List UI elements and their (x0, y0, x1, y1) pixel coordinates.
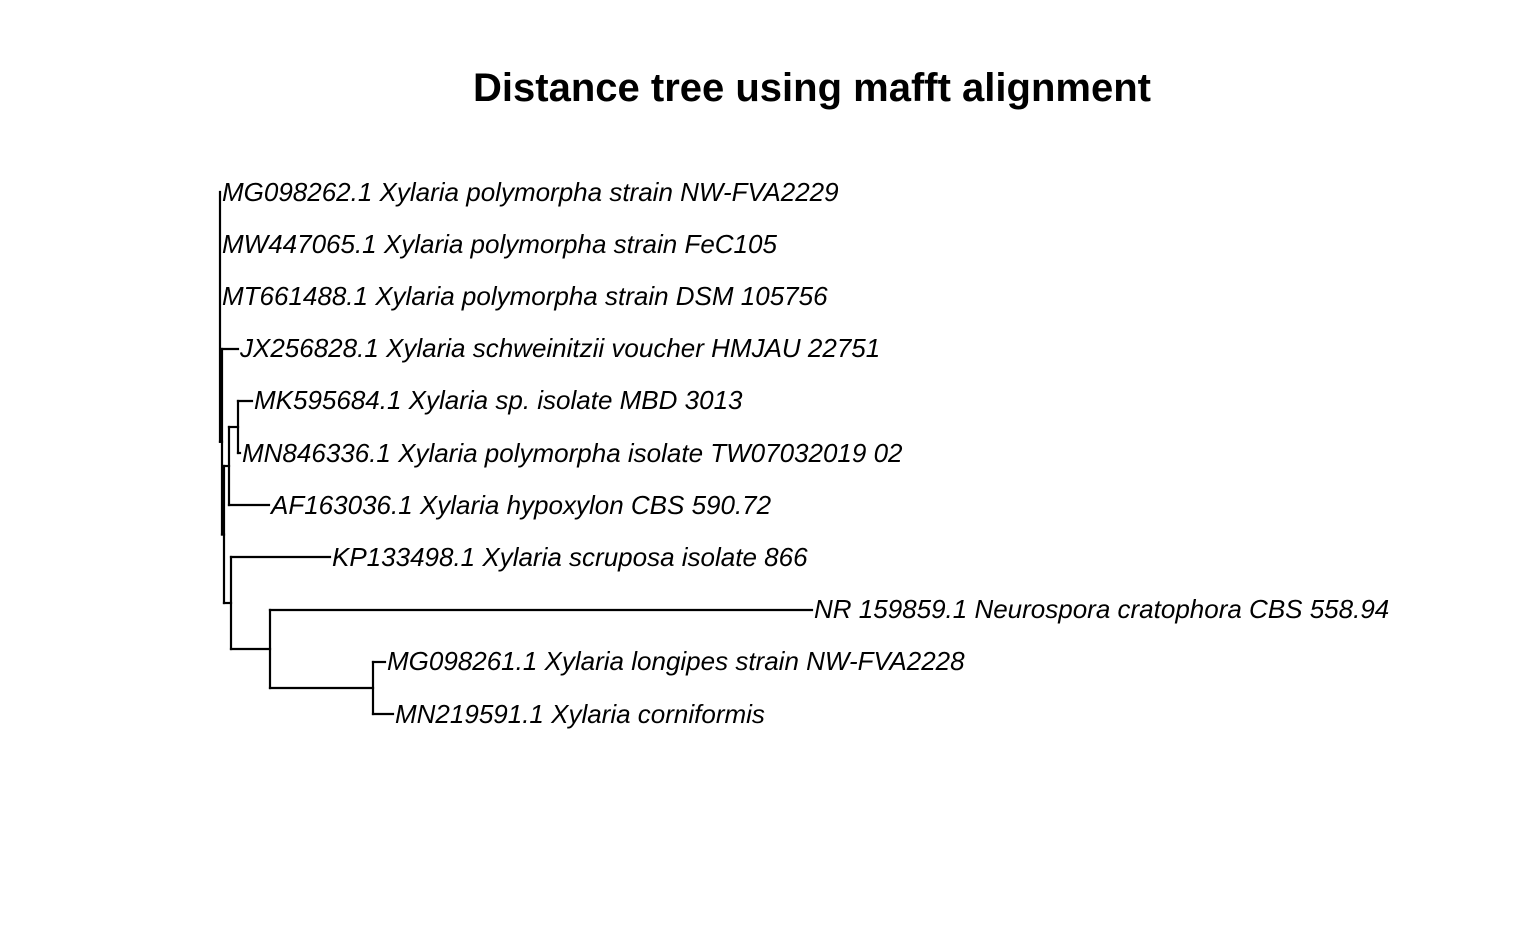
tip-label-nr159859: NR 159859.1 Neurospora cratophora CBS 55… (814, 594, 1389, 624)
tip-label-kp133498: KP133498.1 Xylaria scruposa isolate 866 (332, 542, 808, 572)
tree-title: Distance tree using mafft alignment (473, 66, 1151, 110)
tip-label-mg098262: MG098262.1 Xylaria polymorpha strain NW-… (222, 177, 839, 207)
tip-label-mn846336: MN846336.1 Xylaria polymorpha isolate TW… (242, 438, 903, 468)
tip-labels: MG098262.1 Xylaria polymorpha strain NW-… (222, 177, 1389, 729)
tip-label-mg098261: MG098261.1 Xylaria longipes strain NW-FV… (387, 646, 965, 676)
tip-label-af163036: AF163036.1 Xylaria hypoxylon CBS 590.72 (269, 490, 772, 520)
tree-branches (218, 190, 814, 716)
tip-label-mk595684: MK595684.1 Xylaria sp. isolate MBD 3013 (254, 385, 743, 415)
tip-label-mt661488: MT661488.1 Xylaria polymorpha strain DSM… (222, 281, 828, 311)
tip-label-mw447065: MW447065.1 Xylaria polymorpha strain FeC… (222, 229, 777, 259)
tip-label-jx256828: JX256828.1 Xylaria schweinitzii voucher … (239, 333, 880, 363)
tip-label-mn219591: MN219591.1 Xylaria corniformis (395, 699, 765, 729)
